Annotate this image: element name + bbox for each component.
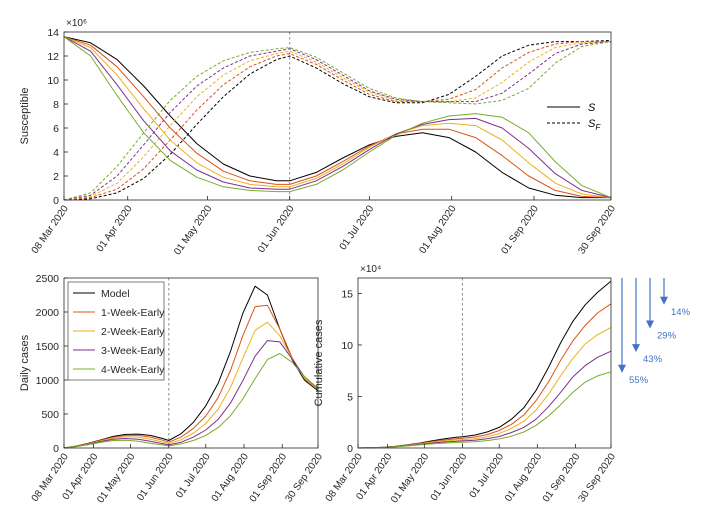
susceptible-y-tick-label: 6	[53, 123, 59, 135]
daily-legend-label-2: 2-Week-Early	[101, 326, 165, 338]
daily-legend-label-1: 1-Week-Early	[101, 307, 165, 319]
susceptible-lines	[63, 36, 612, 201]
daily-y-tick-label: 2500	[36, 273, 60, 285]
cumulative-lines	[357, 280, 612, 449]
legend-s-label: S	[588, 102, 596, 114]
daily-y-tick-label: 500	[41, 409, 59, 421]
cumulative-series-line-4	[357, 371, 612, 449]
susceptible-s-line-2	[63, 36, 612, 199]
daily-series-line-2	[63, 321, 319, 449]
susceptible-sf-line-3	[63, 41, 612, 201]
susceptible-s-line-0	[63, 36, 611, 199]
susceptible-y-tick-label: 14	[47, 27, 59, 39]
susceptible-y-tick-label: 0	[53, 195, 59, 207]
reduction-label-1: 29%	[657, 330, 677, 341]
cumulative-y-tick-label: 10	[341, 340, 353, 352]
reduction-label-0: 14%	[671, 307, 691, 318]
reduction-arrow-head-3	[618, 364, 626, 373]
susceptible-sf-line-4	[63, 41, 612, 201]
susceptible-y-multiplier: ×10⁶	[66, 18, 87, 29]
daily-y-axis-label: Daily cases	[19, 334, 31, 391]
susceptible-y-tick-label: 4	[53, 147, 59, 159]
reduction-arrow-head-1	[646, 320, 654, 329]
susceptible-axes-frame	[63, 31, 612, 201]
reduction-arrows: 14% 29% 43% 55%	[618, 278, 691, 386]
daily-series-line-1	[63, 304, 319, 449]
susceptible-y-tick-label: 12	[47, 51, 59, 63]
reduction-label-3: 55%	[629, 375, 649, 386]
reduction-arrow-head-0	[660, 296, 668, 305]
reduction-label-2: 43%	[643, 354, 663, 365]
daily-y-tick-label: 1000	[36, 375, 60, 387]
daily-legend-label-0: Model	[101, 288, 130, 300]
daily-y-tick-label: 1500	[36, 341, 60, 353]
daily-axes-frame	[63, 277, 319, 449]
susceptible-s-line-3	[63, 36, 612, 199]
daily-y-tick-label: 2000	[36, 307, 60, 319]
cumulative-axes-frame	[357, 277, 612, 449]
cumulative-y-multiplier: ×10⁴	[360, 264, 381, 275]
susceptible-y-tick-label: 2	[53, 171, 59, 183]
daily-y-tick-label: 0	[53, 443, 59, 455]
susceptible-y-tick-label: 10	[47, 75, 59, 87]
cumulative-y-tick-label: 15	[341, 288, 353, 300]
daily-series-line-0	[63, 285, 319, 449]
susceptible-y-tick-label: 8	[53, 99, 59, 111]
cumulative-y-axis-label: Cumulative cases	[313, 319, 325, 406]
susceptible-sf-line-1	[63, 41, 611, 201]
cumulative-y-tick-label: 0	[347, 443, 353, 455]
daily-lines	[63, 285, 319, 449]
daily-series-line-3	[63, 340, 319, 449]
daily-legend-label-3: 3-Week-Early	[101, 345, 165, 357]
cumulative-y-tick-label: 5	[347, 391, 353, 403]
reduction-arrow-head-2	[632, 344, 640, 353]
susceptible-sf-line-0	[63, 39, 612, 201]
susceptible-y-axis-label: Susceptible	[19, 88, 31, 145]
daily-legend: Model 1-Week-Early 2-Week-Early 3-Week-Earl…	[67, 281, 165, 381]
susceptible-s-line-1	[63, 36, 612, 199]
daily-series-line-4	[63, 353, 319, 449]
daily-legend-label-4: 4-Week-Early	[101, 364, 165, 376]
susceptible-s-line-4	[63, 36, 612, 199]
